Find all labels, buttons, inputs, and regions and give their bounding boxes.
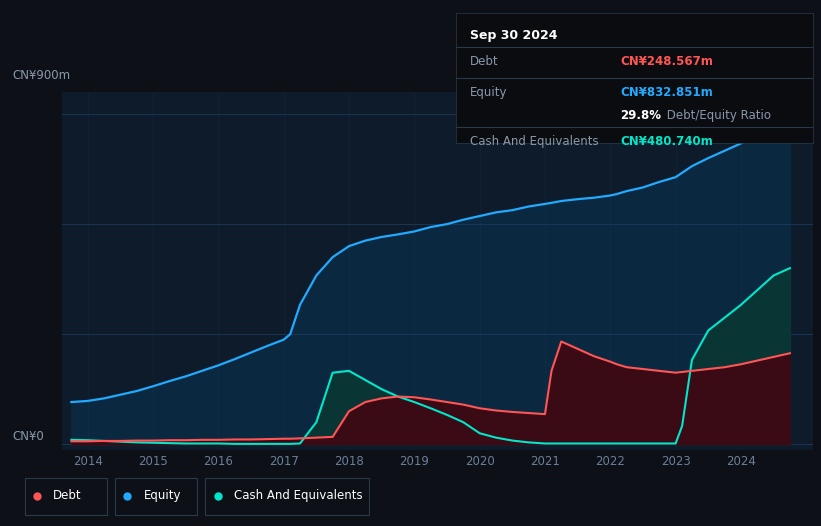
Text: Equity: Equity <box>470 86 507 99</box>
Text: CN¥0: CN¥0 <box>12 430 44 443</box>
Text: Equity: Equity <box>144 489 181 502</box>
Text: Debt: Debt <box>470 55 498 68</box>
Text: Sep 30 2024: Sep 30 2024 <box>470 29 557 42</box>
Text: Cash And Equivalents: Cash And Equivalents <box>234 489 363 502</box>
Text: Cash And Equivalents: Cash And Equivalents <box>470 135 599 148</box>
Text: 29.8%: 29.8% <box>620 109 661 122</box>
Text: CN¥832.851m: CN¥832.851m <box>620 86 713 99</box>
Text: CN¥900m: CN¥900m <box>12 68 71 82</box>
Text: CN¥248.567m: CN¥248.567m <box>620 55 713 68</box>
Text: CN¥480.740m: CN¥480.740m <box>620 135 713 148</box>
Text: Debt/Equity Ratio: Debt/Equity Ratio <box>663 109 771 122</box>
Text: Debt: Debt <box>53 489 82 502</box>
